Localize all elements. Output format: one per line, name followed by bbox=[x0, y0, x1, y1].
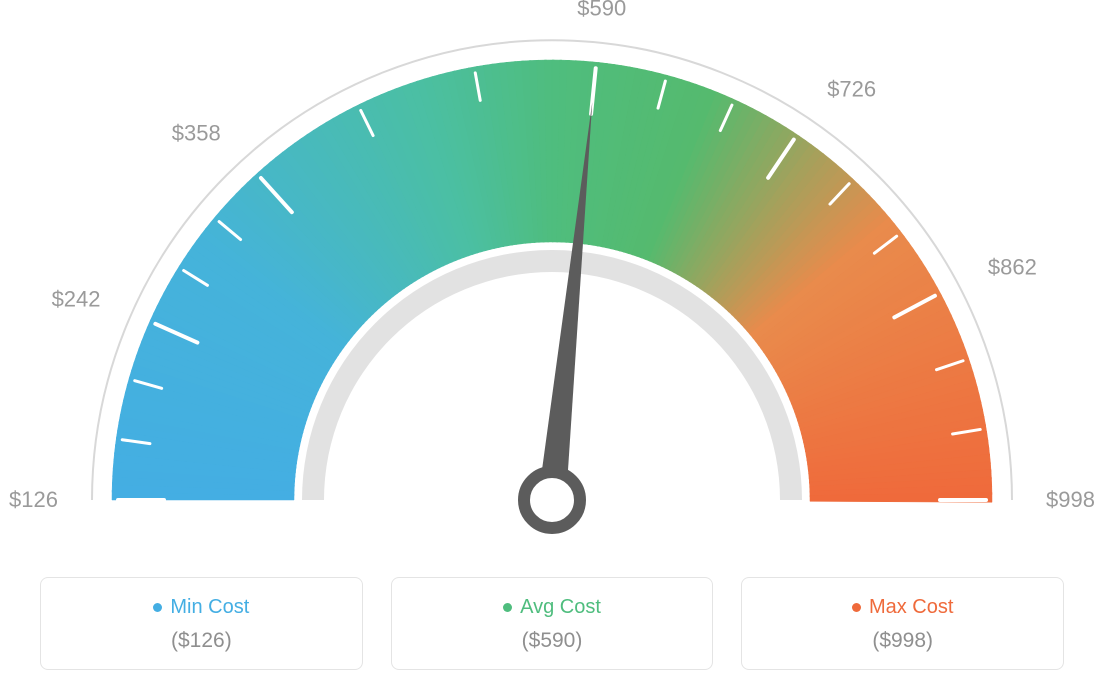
gauge-tick-label: $998 bbox=[1046, 487, 1095, 512]
legend-title-min: Min Cost bbox=[153, 596, 249, 619]
legend-card-min: Min Cost ($126) bbox=[40, 577, 363, 670]
legend-value-min: ($126) bbox=[51, 629, 352, 653]
gauge-area: $126 $242 $358 $590 $726 $862 $998 bbox=[0, 0, 1104, 560]
legend-label-min: Min Cost bbox=[170, 596, 249, 619]
gauge-tick-label: $726 bbox=[827, 77, 876, 102]
gauge-tick-label: $358 bbox=[172, 121, 221, 146]
legend-value-max: ($998) bbox=[752, 629, 1053, 653]
legend-dot-min-icon bbox=[153, 603, 162, 612]
legend-card-max: Max Cost ($998) bbox=[741, 577, 1064, 670]
legend-title-avg: Avg Cost bbox=[503, 596, 601, 619]
legend-row: Min Cost ($126) Avg Cost ($590) Max Cost… bbox=[40, 577, 1064, 670]
gauge-tick-label: $126 bbox=[9, 487, 58, 512]
legend-dot-max-icon bbox=[852, 603, 861, 612]
gauge-svg: $126 $242 $358 $590 $726 $862 $998 bbox=[0, 0, 1104, 560]
legend-dot-avg-icon bbox=[503, 603, 512, 612]
legend-title-max: Max Cost bbox=[852, 596, 953, 619]
legend-label-max: Max Cost bbox=[869, 596, 953, 619]
legend-label-avg: Avg Cost bbox=[520, 596, 601, 619]
gauge-tick-label: $862 bbox=[988, 255, 1037, 280]
gauge-tick-label: $590 bbox=[577, 0, 626, 21]
legend-card-avg: Avg Cost ($590) bbox=[391, 577, 714, 670]
legend-value-avg: ($590) bbox=[402, 629, 703, 653]
gauge-tick-label: $242 bbox=[52, 287, 101, 312]
gauge-needle-hub bbox=[524, 472, 580, 528]
gauge-chart-container: $126 $242 $358 $590 $726 $862 $998 Min Cost ($… bbox=[0, 0, 1104, 690]
